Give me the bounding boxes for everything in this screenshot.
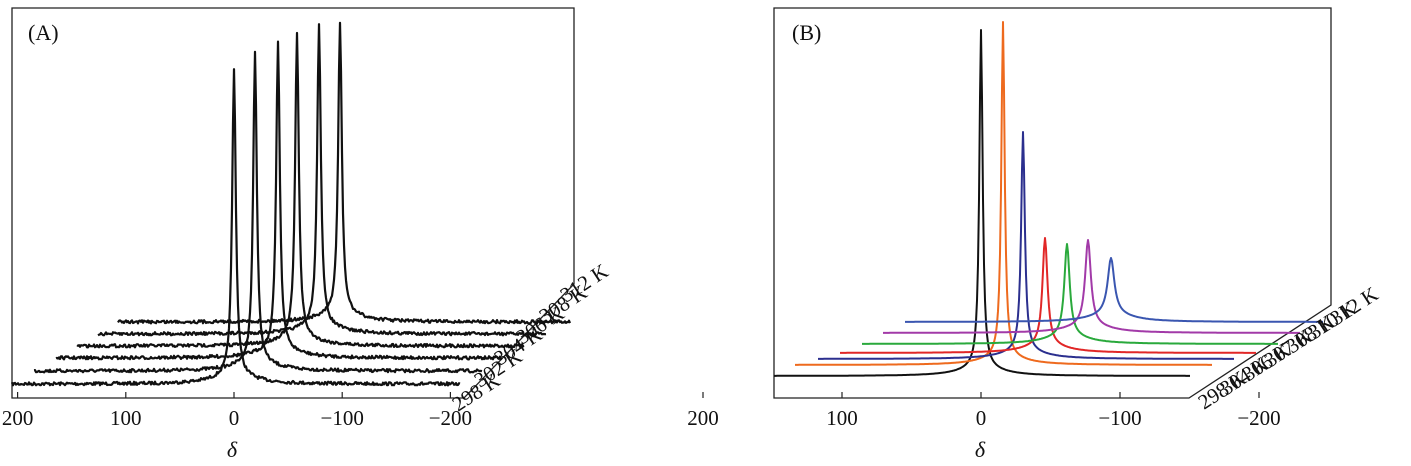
panel-b-frame	[773, 7, 1332, 399]
x-tick-label: −200	[429, 406, 472, 430]
x-tick-label: 200	[2, 406, 34, 430]
trace-308k	[862, 243, 1278, 345]
trace-304k	[795, 21, 1212, 366]
x-tick-label: −200	[1237, 406, 1280, 430]
trace-312k	[905, 257, 1323, 323]
trace-312k	[117, 21, 572, 325]
trace-307k	[840, 237, 1256, 354]
panel-b-xlabel: δ	[975, 437, 986, 462]
trace-298k	[774, 29, 1190, 377]
x-tick-label: 200	[687, 406, 719, 430]
trace-308k	[97, 23, 547, 337]
x-tick-label: 100	[826, 406, 858, 430]
trace-306k	[76, 31, 525, 349]
trace-298k	[10, 68, 461, 387]
x-tick-label: 100	[110, 406, 142, 430]
trace-306k	[818, 131, 1234, 360]
panel-a-label: (A)	[28, 20, 59, 45]
trace-304k	[55, 40, 503, 361]
panel-a-frame	[11, 7, 575, 399]
depth-label: 312 K	[1326, 282, 1383, 330]
x-tick-label: 0	[976, 406, 987, 430]
trace-302k	[33, 50, 483, 374]
x-tick-label: 0	[229, 406, 240, 430]
trace-310k	[883, 239, 1300, 334]
x-tick-label: −100	[1098, 406, 1141, 430]
panel-a-xlabel: δ	[227, 437, 238, 462]
panel-b-label: (B)	[792, 20, 821, 45]
x-tick-label: −100	[321, 406, 364, 430]
